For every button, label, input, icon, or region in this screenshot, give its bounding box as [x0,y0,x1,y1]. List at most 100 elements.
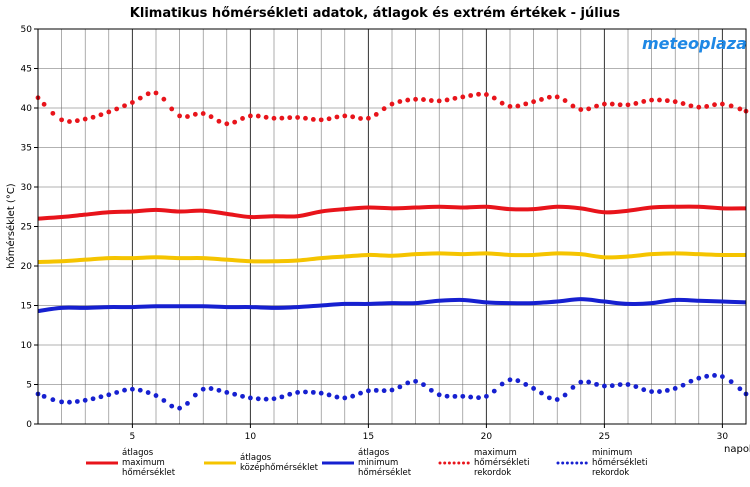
series-3-point [82,116,88,122]
series-4-point [720,374,725,379]
series-4-point [137,387,143,393]
series-3-point [248,113,253,119]
legend-label-2: hőmérséklet [358,467,412,478]
series-4-point [74,399,80,404]
series-4-point [208,386,214,391]
series-3-point [546,94,552,100]
series-4-point [405,380,411,386]
series-4-point [90,396,96,402]
series-3-point [200,111,206,116]
x-tick-label: 25 [599,432,610,442]
series-4-point [468,394,474,400]
series-4-point [200,386,206,392]
series-4-point [712,373,717,378]
series-4-point [649,389,654,395]
series-4-point [602,383,607,389]
series-3-point [476,91,481,97]
y-axis-label: hőmérséklet (°C) [5,183,17,269]
series-4-point [570,384,576,390]
series-4-point [153,393,159,398]
series-3-point [680,101,686,106]
series-4-point [680,382,686,388]
legend-label-0: átlagos [122,448,154,458]
series-4-point [263,396,269,402]
logo: meteoplaza [642,34,747,53]
series-4-point [657,389,662,394]
series-4-point [421,382,426,388]
series-4-point [562,392,568,398]
series-4-point [728,379,734,385]
series-3-point [688,103,694,109]
series-3-point [507,104,513,109]
series-4-point [67,399,72,405]
series-3-point [539,97,544,102]
series-3-point [570,103,576,109]
legend-swatch-3-dot [466,461,470,465]
series-3-point [318,117,324,123]
series-4-point [452,393,458,399]
series-4-point [460,393,466,399]
legend-label-1: átlagos [240,453,272,463]
legend-swatch-3-dot [452,461,456,465]
series-3-point [279,115,285,121]
series-4-point [114,390,120,395]
series-3-point [737,106,743,112]
series-4-point [484,393,489,399]
series-3-point [421,97,426,102]
legend-swatch-4-dot [575,461,579,465]
series-3-point [334,114,340,120]
series-4-point [617,382,623,387]
legend-swatch-3-dot [443,461,447,465]
series-3-point [381,106,387,112]
series-3-point [106,109,112,115]
series-4-point [515,378,521,384]
series-3-point [271,115,277,121]
series-4-point [672,386,678,391]
series-3-point [114,106,120,112]
series-3-point [405,97,411,103]
legend-swatch-4-dot [584,461,588,465]
legend-swatch-4-dot [556,461,560,465]
series-3-point [436,98,442,104]
series-4-point [271,396,277,402]
series-4-point [310,389,316,395]
series-4-point [633,384,639,390]
series-3-point [373,112,379,117]
series-4-point [41,393,47,399]
series-4-point [358,390,363,396]
legend-swatch-3-dot [462,461,465,465]
y-tick-label: 0 [26,420,32,430]
series-3-point [90,114,96,120]
legend: átlagosmaximumhőmérsékletátlagosközéphőm… [86,448,647,478]
legend-label-4: hőmérsékleti [592,457,647,468]
series-4-point [169,403,175,409]
series-3-point [633,101,639,106]
series-4-point [476,395,481,401]
series-4-point [185,401,190,406]
series-3-point [122,103,127,109]
series-4-point [413,378,418,384]
series-4-point [664,388,670,393]
legend-label-1: középhőmérséklet [240,462,319,473]
series-3-point [145,91,151,97]
legend-swatch-3-dot [447,461,451,465]
y-tick-label: 45 [21,65,32,75]
series-4-point [428,387,434,393]
series-4-point [696,375,702,381]
legend-swatch-4-dot [580,461,583,465]
series-3-point [397,99,403,104]
series-3-point [594,103,599,109]
series-4-point [334,394,340,400]
series-3-point [444,97,450,103]
series-3-point [326,116,332,122]
series-4-point [232,391,238,397]
x-tick-label: 5 [130,432,136,442]
series-4-point [381,388,387,394]
axis-ticks: 0 5 10 15 20 25 30 35 40 45 50 5 10 15 20 25 30 [21,25,729,442]
series-3-point [216,118,222,124]
series-3-point [468,93,474,98]
series-4-point [161,398,167,403]
series-4-point [122,387,127,393]
series-3-point [413,96,418,102]
